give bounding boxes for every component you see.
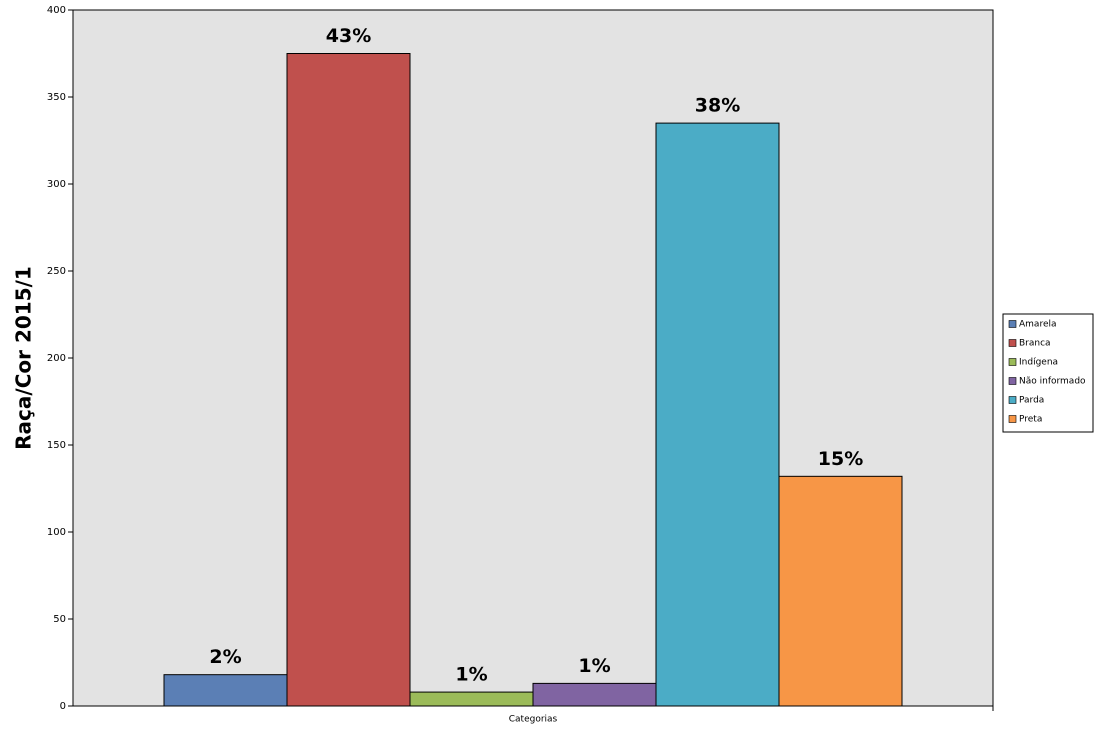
legend-swatch	[1008, 415, 1017, 423]
y-axis-label: Raça/Cor 2015/1	[12, 266, 36, 450]
y-tick-label: 300	[47, 179, 66, 190]
x-tick-label: Categorias	[509, 715, 558, 725]
data-label: 15%	[818, 448, 863, 470]
bar	[532, 682, 657, 707]
bar	[409, 691, 534, 707]
legend-label: Não informado	[1019, 377, 1086, 387]
legend-swatch	[1008, 339, 1017, 347]
data-label: 1%	[578, 655, 610, 677]
legend-label: Preta	[1019, 415, 1042, 425]
bar	[778, 475, 903, 707]
y-tick-label: 350	[47, 92, 66, 103]
bar	[655, 122, 780, 707]
y-tick-label: 200	[47, 353, 66, 364]
y-tick-label: 250	[47, 266, 66, 277]
legend-label: Indígena	[1019, 358, 1058, 368]
legend-label: Branca	[1019, 339, 1051, 349]
data-label: 38%	[695, 95, 740, 117]
bar	[286, 53, 411, 707]
legend-swatch	[1008, 358, 1017, 366]
legend-label: Amarela	[1019, 320, 1057, 330]
data-label: 1%	[455, 664, 487, 686]
legend-swatch	[1008, 377, 1017, 385]
legend-swatch	[1008, 396, 1017, 404]
bar	[163, 674, 288, 707]
data-label: 2%	[209, 646, 241, 668]
legend-label: Parda	[1019, 396, 1044, 406]
y-tick-label: 400	[47, 5, 66, 16]
y-tick-label: 150	[47, 440, 66, 451]
y-tick-label: 0	[60, 701, 66, 712]
legend	[1002, 313, 1094, 433]
legend-swatch	[1008, 320, 1017, 328]
data-label: 43%	[326, 25, 371, 47]
y-tick-label: 50	[53, 614, 66, 625]
y-tick-label: 100	[47, 527, 66, 538]
